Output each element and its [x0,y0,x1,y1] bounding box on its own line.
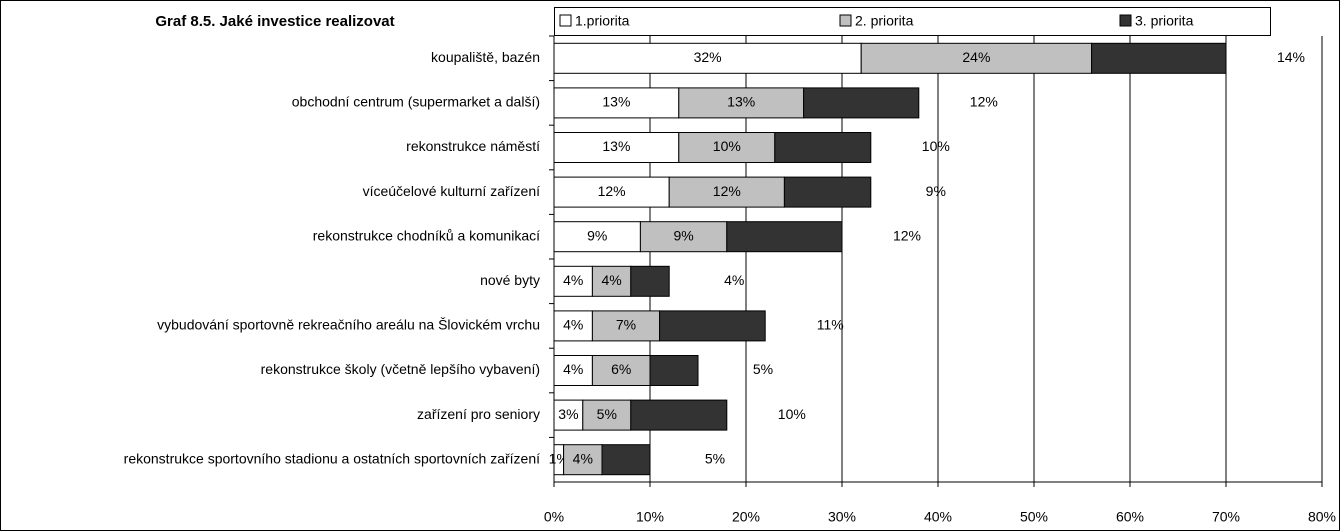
bar-segment [783,176,872,208]
legend-label: 1.priorita [575,13,630,29]
bar-segment [774,132,872,163]
value-label: 5% [753,361,773,377]
value-label: 4% [601,272,621,288]
value-label: 7% [616,317,636,333]
bar-segment [591,355,651,386]
bar-segment [553,132,680,163]
value-label: 9% [673,227,693,243]
bar-segment [630,399,728,431]
y-tick-label: rekonstrukce náměstí [406,138,540,154]
y-tick-label: víceúčelové kulturní zařízení [363,183,541,199]
x-tick-label: 10% [636,509,664,525]
value-label: 9% [926,183,946,199]
bar-segment [553,355,593,386]
value-label: 13% [602,138,630,154]
value-label: 12% [598,183,626,199]
value-label: 12% [713,183,741,199]
legend-swatch [1119,14,1132,27]
y-tick-label: rekonstrukce sportovního stadionu a osta… [124,450,540,466]
legend-swatch [559,14,572,27]
bar-segment [668,176,785,208]
value-label: 6% [611,361,631,377]
x-tick-label: 60% [1116,509,1144,525]
bar-segment [639,221,728,253]
value-label: 13% [727,94,755,110]
bar-segment [601,444,651,476]
y-tick-label: obchodní centrum (supermarket a další) [292,94,540,110]
x-tick-label: 30% [828,509,856,525]
x-tick-label: 80% [1308,509,1336,525]
bar-segment [630,265,670,297]
value-label: 5% [705,450,725,466]
value-label: 14% [1277,49,1305,65]
value-label: 4% [563,361,583,377]
value-label: 3% [558,406,578,422]
legend-box [554,7,1271,36]
y-tick-label: vybudování sportovně rekreačního areálu … [157,317,540,333]
value-label: 12% [970,94,998,110]
chart-title: Graf 8.5. Jaké investice realizovat [155,13,394,30]
x-tick-label: 50% [1020,509,1048,525]
x-tick-label: 20% [732,509,760,525]
y-tick-label: zařízení pro seniory [417,406,540,422]
value-label: 9% [587,227,607,243]
value-label: 4% [563,317,583,333]
bar-segment [678,132,776,163]
bar-segment [591,265,632,297]
bar-segment [553,221,641,253]
bar-segment [860,42,1093,74]
bar-segment [553,176,670,208]
value-label: 10% [778,406,806,422]
bar-segment [582,399,632,431]
bar-segment [678,87,805,119]
bar-segment [553,399,584,431]
value-label: 4% [563,272,583,288]
value-label: 4% [724,272,744,288]
value-label: 10% [922,138,950,154]
value-label: 4% [573,450,593,466]
value-label: 24% [962,49,990,65]
legend-swatch [839,14,852,27]
y-tick-label: koupaliště, bazén [431,49,540,65]
x-tick-label: 0% [544,509,564,525]
bar-segment [553,265,593,297]
legend-label: 2. priorita [855,13,914,29]
y-tick-label: rekonstrukce školy (včetně lepšího vybav… [261,361,540,377]
x-tick-label: 70% [1212,509,1240,525]
legend-label: 3. priorita [1135,13,1194,29]
value-label: 10% [713,138,741,154]
value-label: 13% [602,94,630,110]
bar-segment [553,87,680,119]
bar-segment [726,221,843,253]
bar-segment [553,310,593,342]
x-tick-label: 40% [924,509,952,525]
bar-segment [649,355,699,386]
value-label: 12% [893,227,921,243]
y-tick-label: rekonstrukce chodníků a komunikací [313,227,540,243]
value-label: 5% [597,406,617,422]
bar-segment [659,310,766,342]
bar-segment [1091,42,1227,74]
value-label: 11% [817,317,844,333]
value-label: 32% [694,49,722,65]
bar-segment [803,87,920,119]
bar-segment [553,42,862,74]
y-tick-label: nové byty [480,272,540,288]
